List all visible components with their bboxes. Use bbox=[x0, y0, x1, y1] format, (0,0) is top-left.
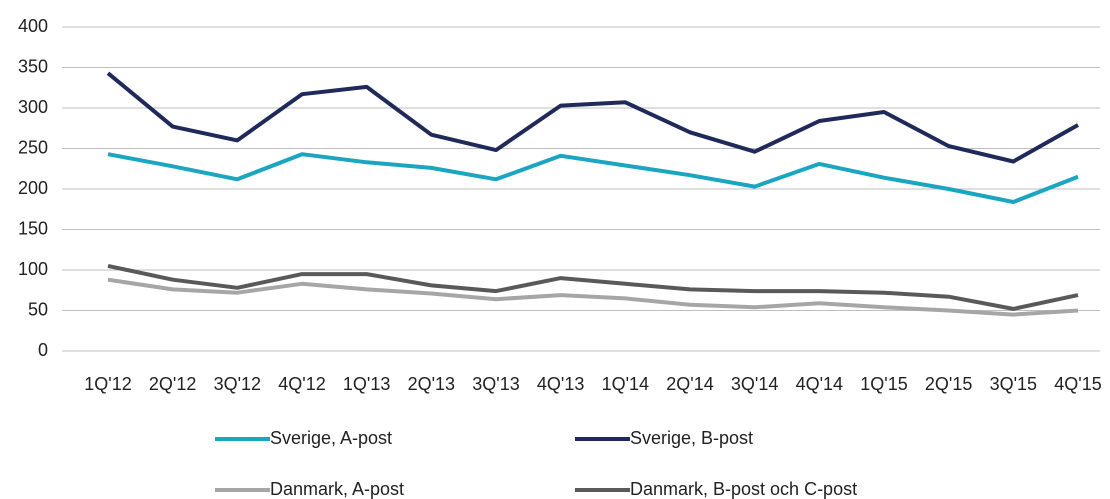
x-tick-label: 1Q'13 bbox=[343, 374, 390, 394]
x-tick-label: 4Q'12 bbox=[278, 374, 325, 394]
series-line bbox=[107, 263, 1079, 311]
x-tick-label: 2Q'15 bbox=[925, 374, 972, 394]
series-line bbox=[107, 152, 1079, 204]
x-tick-label: 3Q'14 bbox=[731, 374, 778, 394]
x-tick-label: 4Q'15 bbox=[1054, 374, 1101, 394]
legend-label: Danmark, B-post och C-post bbox=[630, 479, 857, 499]
y-tick-label: 400 bbox=[18, 16, 48, 36]
x-tick-label: 2Q'13 bbox=[408, 374, 455, 394]
x-tick-label: 4Q'14 bbox=[796, 374, 843, 394]
x-tick-label: 3Q'13 bbox=[472, 374, 519, 394]
legend-label: Sverige, B-post bbox=[630, 428, 753, 448]
legend-label: Danmark, A-post bbox=[270, 479, 404, 499]
x-tick-label: 3Q'15 bbox=[990, 374, 1037, 394]
y-tick-label: 150 bbox=[18, 218, 48, 238]
y-tick-label: 50 bbox=[28, 299, 48, 319]
y-tick-label: 0 bbox=[38, 340, 48, 360]
x-tick-label: 2Q'14 bbox=[666, 374, 713, 394]
y-tick-label: 100 bbox=[18, 259, 48, 279]
x-tick-label: 3Q'12 bbox=[214, 374, 261, 394]
series-line bbox=[107, 277, 1079, 317]
y-tick-label: 250 bbox=[18, 137, 48, 157]
legend-label: Sverige, A-post bbox=[270, 428, 392, 448]
y-tick-label: 350 bbox=[18, 56, 48, 76]
x-tick-label: 2Q'12 bbox=[149, 374, 196, 394]
x-tick-label: 1Q'15 bbox=[860, 374, 907, 394]
x-tick-label: 1Q'14 bbox=[602, 374, 649, 394]
series-line bbox=[106, 71, 1079, 164]
x-tick-label: 1Q'12 bbox=[84, 374, 131, 394]
x-tick-label: 4Q'13 bbox=[537, 374, 584, 394]
y-tick-label: 200 bbox=[18, 178, 48, 198]
y-tick-label: 300 bbox=[18, 97, 48, 117]
